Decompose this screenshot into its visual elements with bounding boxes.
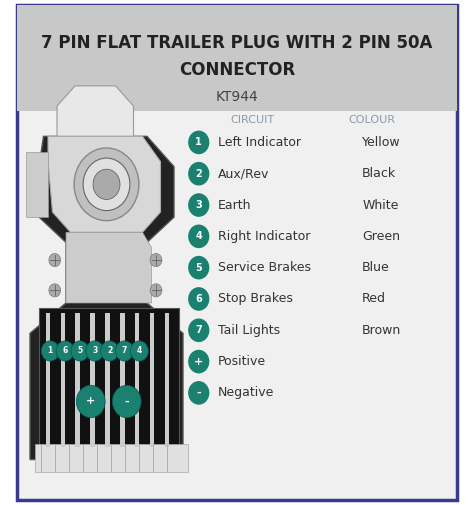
Text: 4: 4: [195, 231, 202, 241]
FancyBboxPatch shape: [17, 5, 457, 500]
FancyBboxPatch shape: [150, 313, 154, 447]
Text: +: +: [194, 357, 203, 367]
Circle shape: [189, 257, 209, 279]
FancyBboxPatch shape: [75, 313, 80, 447]
FancyBboxPatch shape: [120, 313, 125, 447]
Circle shape: [71, 341, 89, 361]
Text: KT944: KT944: [216, 90, 258, 104]
Circle shape: [130, 341, 148, 361]
Circle shape: [49, 254, 61, 267]
Circle shape: [189, 382, 209, 404]
Text: 7: 7: [122, 346, 127, 356]
FancyBboxPatch shape: [35, 444, 188, 472]
Circle shape: [189, 194, 209, 216]
Text: Brown: Brown: [362, 324, 401, 337]
Circle shape: [189, 163, 209, 185]
Circle shape: [189, 288, 209, 310]
Circle shape: [189, 319, 209, 341]
Text: Black: Black: [362, 167, 396, 180]
Text: CONNECTOR: CONNECTOR: [179, 61, 295, 79]
Text: Earth: Earth: [218, 198, 251, 212]
FancyBboxPatch shape: [135, 313, 139, 447]
Circle shape: [76, 385, 105, 418]
Text: Red: Red: [362, 292, 386, 306]
Text: Yellow: Yellow: [362, 136, 401, 149]
Text: Service Brakes: Service Brakes: [218, 261, 310, 274]
Circle shape: [150, 254, 162, 267]
Text: -: -: [125, 396, 129, 407]
Text: 5: 5: [195, 263, 202, 273]
Text: 2: 2: [107, 346, 112, 356]
Circle shape: [189, 131, 209, 154]
Text: 1: 1: [195, 137, 202, 147]
Text: White: White: [362, 198, 399, 212]
Circle shape: [56, 341, 74, 361]
Text: 2: 2: [195, 169, 202, 179]
Circle shape: [41, 341, 59, 361]
FancyBboxPatch shape: [21, 121, 201, 480]
Text: CIRCUIT: CIRCUIT: [231, 115, 275, 125]
Text: Blue: Blue: [362, 261, 390, 274]
Circle shape: [49, 284, 61, 297]
Circle shape: [93, 169, 120, 199]
Text: Tail Lights: Tail Lights: [218, 324, 280, 337]
Circle shape: [86, 341, 104, 361]
Text: 7: 7: [195, 325, 202, 335]
Text: 6: 6: [195, 294, 202, 304]
Text: Positive: Positive: [218, 355, 266, 368]
FancyBboxPatch shape: [61, 313, 65, 447]
Polygon shape: [57, 86, 134, 136]
Circle shape: [189, 350, 209, 373]
Text: 5: 5: [77, 346, 82, 356]
Text: Negative: Negative: [218, 386, 274, 399]
Text: COLOUR: COLOUR: [348, 115, 395, 125]
Polygon shape: [30, 136, 183, 460]
Circle shape: [112, 385, 141, 418]
Text: +: +: [86, 396, 95, 407]
Circle shape: [74, 148, 139, 221]
Text: Stop Brakes: Stop Brakes: [218, 292, 292, 306]
FancyBboxPatch shape: [17, 5, 457, 111]
Circle shape: [83, 158, 130, 211]
Circle shape: [189, 225, 209, 247]
Text: 7 PIN FLAT TRAILER PLUG WITH 2 PIN 50A: 7 PIN FLAT TRAILER PLUG WITH 2 PIN 50A: [41, 34, 433, 52]
Polygon shape: [48, 136, 161, 232]
FancyBboxPatch shape: [39, 308, 179, 449]
Text: Left Indicator: Left Indicator: [218, 136, 301, 149]
Circle shape: [116, 341, 134, 361]
Polygon shape: [66, 232, 152, 303]
FancyBboxPatch shape: [46, 313, 50, 447]
Text: 1: 1: [47, 346, 53, 356]
FancyBboxPatch shape: [91, 313, 95, 447]
Polygon shape: [26, 152, 48, 217]
Circle shape: [100, 341, 118, 361]
Text: 3: 3: [195, 200, 202, 210]
FancyBboxPatch shape: [105, 313, 109, 447]
Text: 6: 6: [63, 346, 68, 356]
Text: Aux/Rev: Aux/Rev: [218, 167, 269, 180]
FancyBboxPatch shape: [164, 313, 169, 447]
Text: -: -: [196, 388, 201, 398]
Text: Green: Green: [362, 230, 400, 243]
Circle shape: [150, 284, 162, 297]
Text: 4: 4: [137, 346, 142, 356]
Text: 3: 3: [92, 346, 98, 356]
Text: Right Indicator: Right Indicator: [218, 230, 310, 243]
